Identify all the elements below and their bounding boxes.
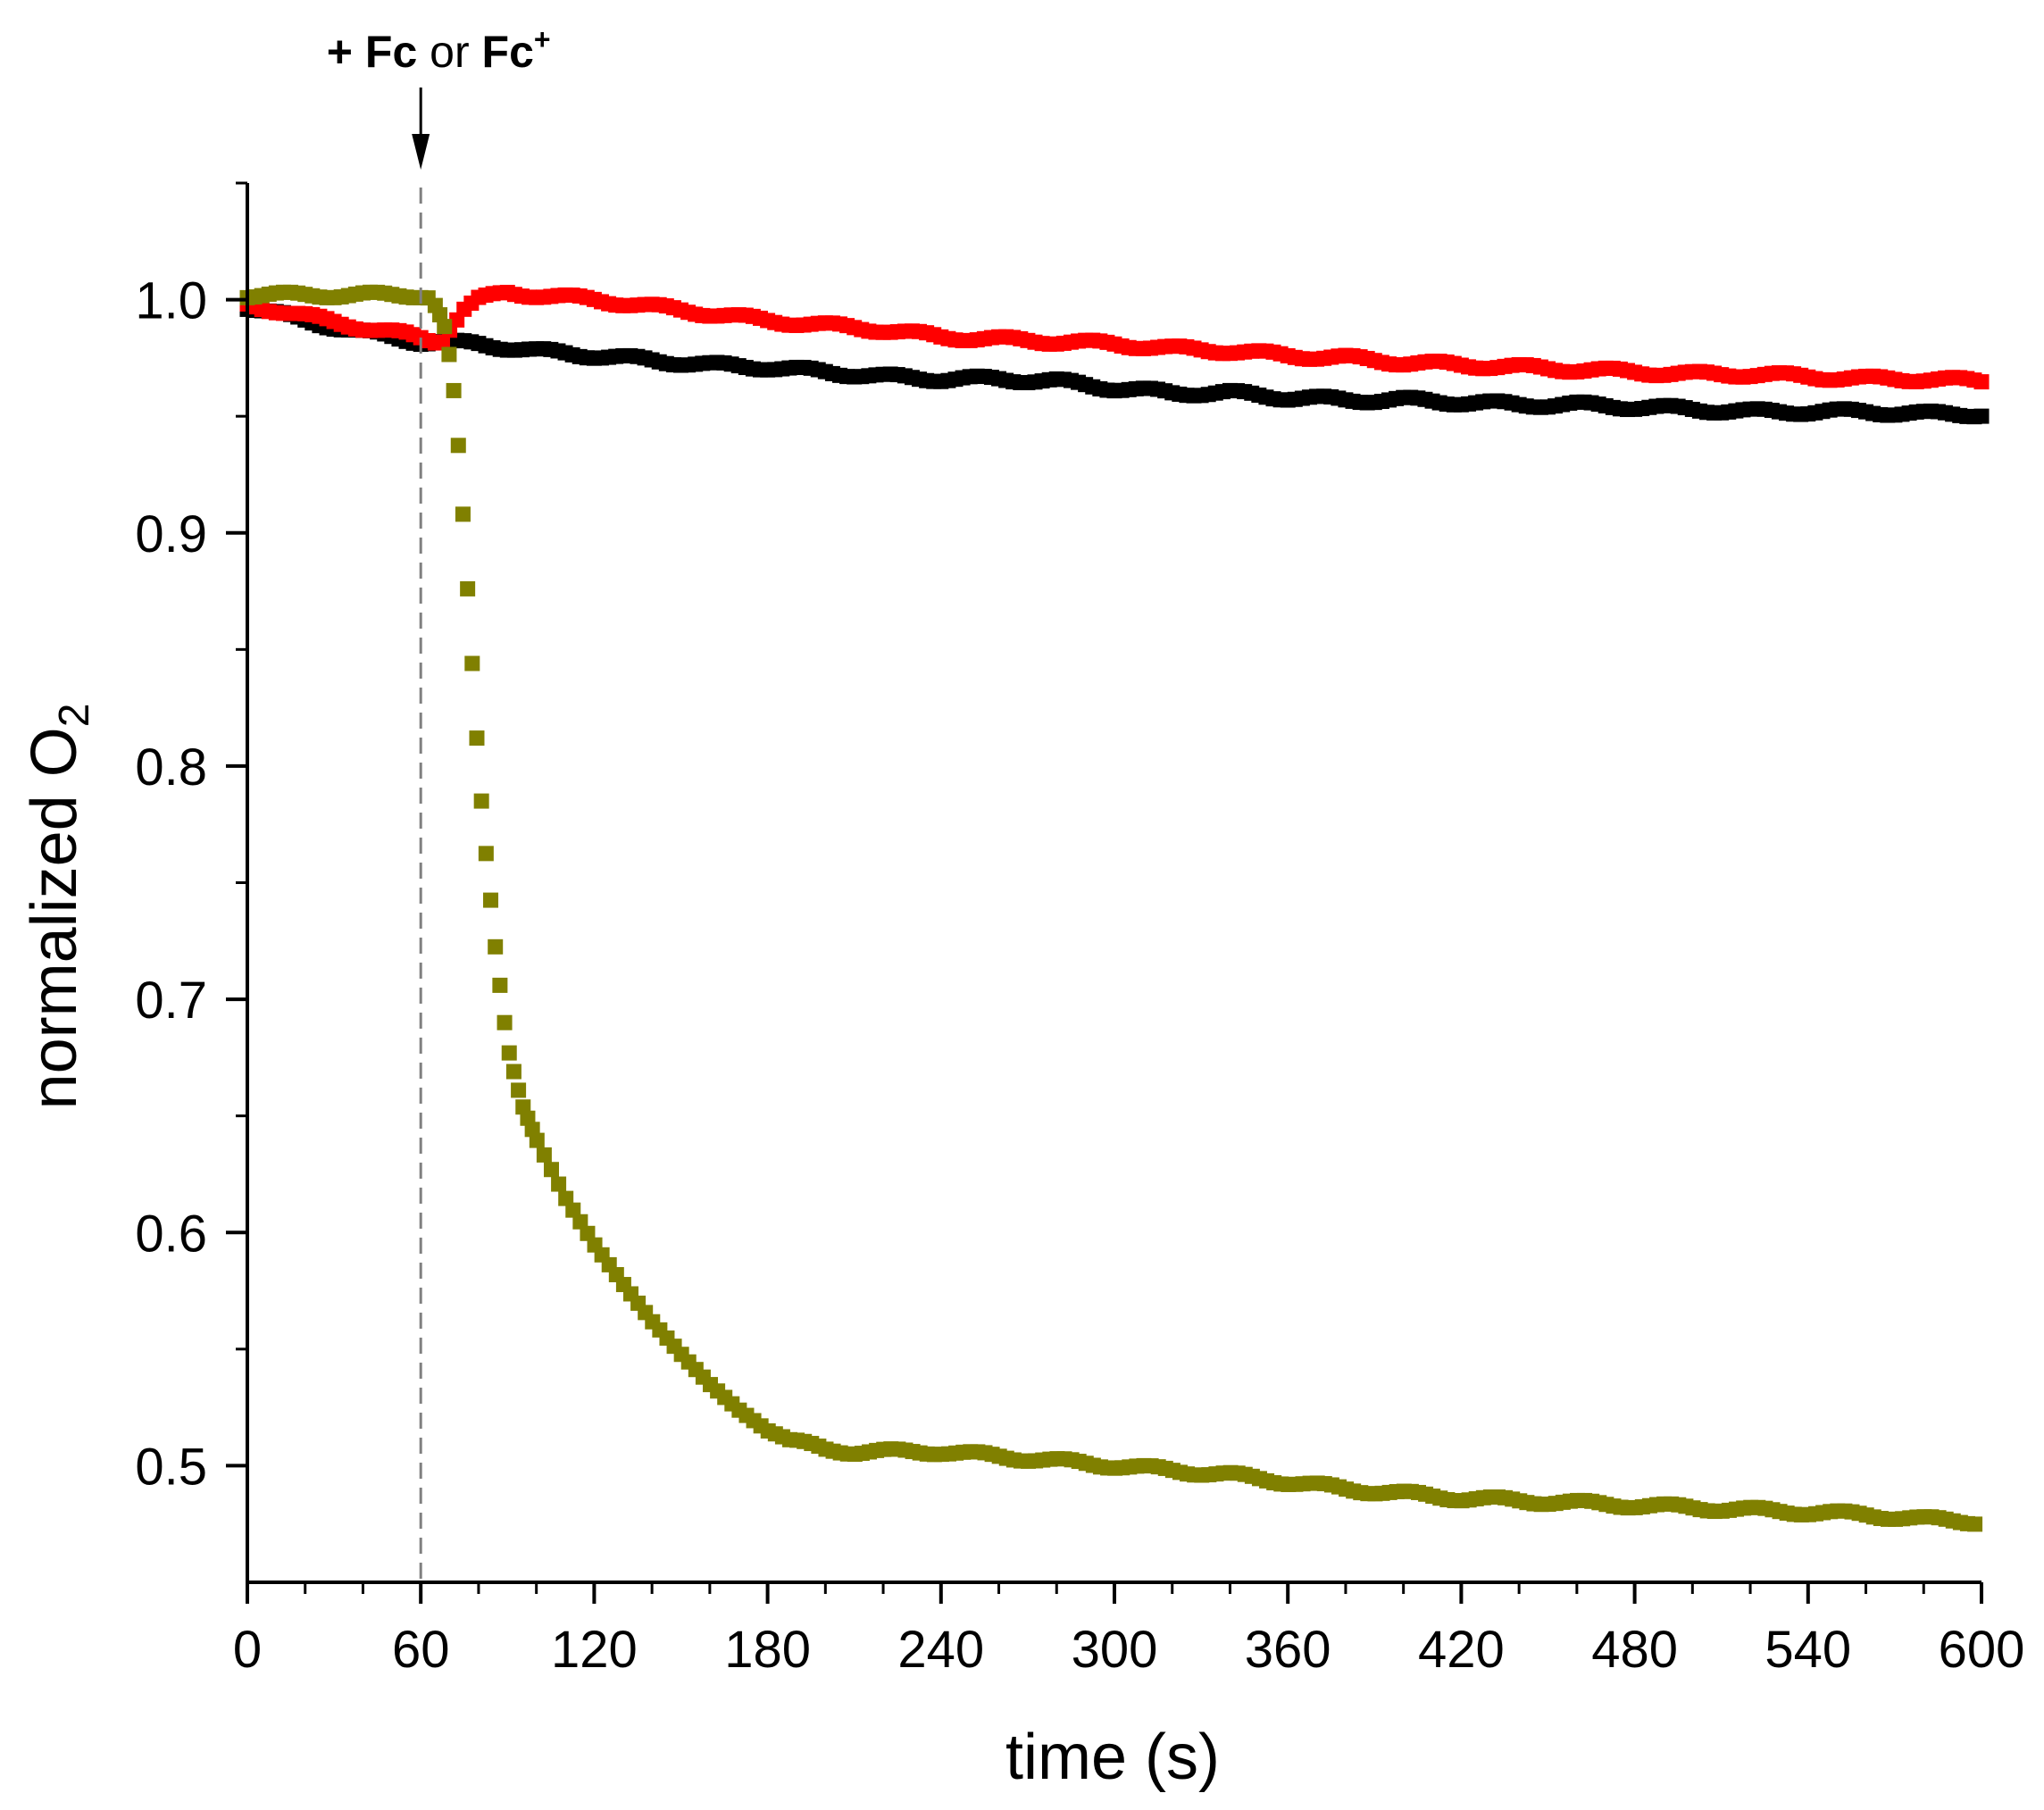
x-tick-label: 480	[1591, 1621, 1678, 1679]
series-olive-point	[478, 846, 494, 862]
series-olive	[239, 284, 1983, 1532]
series-olive-point	[536, 1147, 552, 1163]
series-olive-point	[446, 382, 462, 398]
plot-area	[239, 284, 1990, 1532]
y-tick-label: 0.9	[135, 505, 207, 563]
annotation-or: or	[430, 27, 469, 77]
series-olive-point	[488, 938, 504, 955]
x-axis-title: time (s)	[1005, 1722, 1220, 1793]
series-olive-point	[473, 793, 489, 809]
series-olive-point	[492, 977, 508, 993]
series-olive-point	[505, 1063, 521, 1080]
x-tick-label: 240	[897, 1621, 984, 1679]
x-tick-label: 300	[1072, 1621, 1158, 1679]
annotation-plus: +	[327, 27, 353, 77]
addition-annotation: + Fc or Fc+	[327, 23, 551, 170]
series-olive-point	[464, 655, 480, 671]
y-tick-label: 1.0	[135, 272, 207, 330]
series-olive-point	[455, 506, 471, 522]
series-olive-point	[1967, 1516, 1983, 1532]
series-olive-point	[432, 307, 448, 323]
y-tick-label: 0.6	[135, 1205, 207, 1263]
series-olive-point	[441, 346, 457, 363]
annotation-arrow-head	[412, 134, 430, 170]
y-axis-title: normalized O2	[19, 704, 98, 1110]
annotation-fc-plus: Fc	[482, 27, 534, 77]
y-ticks: 0.5 0.6 0.7 0.8 0.9 1.0	[135, 181, 247, 1496]
y-tick-label: 0.5	[135, 1438, 207, 1496]
series-olive-point	[543, 1162, 559, 1178]
y-tick-label: 0.7	[135, 972, 207, 1030]
annotation-fc: Fc	[365, 27, 417, 77]
y-tick-label: 0.8	[135, 738, 207, 797]
x-ticks: 0 60 120 180 240 300 360 420 480 540 600	[233, 1582, 2025, 1679]
series-red-point	[1973, 374, 1990, 390]
x-tick-label: 600	[1939, 1621, 2025, 1679]
x-tick-label: 180	[724, 1621, 811, 1679]
series-olive-point	[469, 730, 485, 747]
x-tick-label: 0	[233, 1621, 262, 1679]
series-olive-point	[580, 1225, 596, 1241]
x-tick-label: 60	[392, 1621, 450, 1679]
series-olive-point	[511, 1082, 527, 1098]
series-olive-point	[565, 1202, 581, 1218]
x-tick-label: 420	[1418, 1621, 1505, 1679]
series-olive-point	[450, 438, 466, 454]
series-olive-point	[551, 1176, 567, 1192]
addition-annotation-text: + Fc or Fc+	[327, 23, 551, 77]
series-red-point	[434, 334, 450, 350]
x-tick-label: 120	[551, 1621, 638, 1679]
series-olive-point	[572, 1214, 588, 1230]
y-axis-title-main: normalized O	[19, 727, 90, 1109]
series-olive-point	[460, 580, 476, 596]
series-red	[239, 284, 1990, 390]
series-olive-point	[501, 1045, 517, 1061]
x-tick-label: 540	[1765, 1621, 1851, 1679]
series-olive-point	[483, 892, 499, 908]
series-olive-point	[529, 1132, 545, 1148]
annotation-superscript: +	[534, 23, 551, 55]
series-black-point	[1973, 408, 1990, 424]
series-olive-point	[437, 319, 453, 335]
y-axis-title-subscript: 2	[51, 704, 98, 728]
series-olive-point	[558, 1190, 574, 1206]
series-olive-point	[496, 1014, 513, 1030]
x-tick-label: 360	[1245, 1621, 1331, 1679]
